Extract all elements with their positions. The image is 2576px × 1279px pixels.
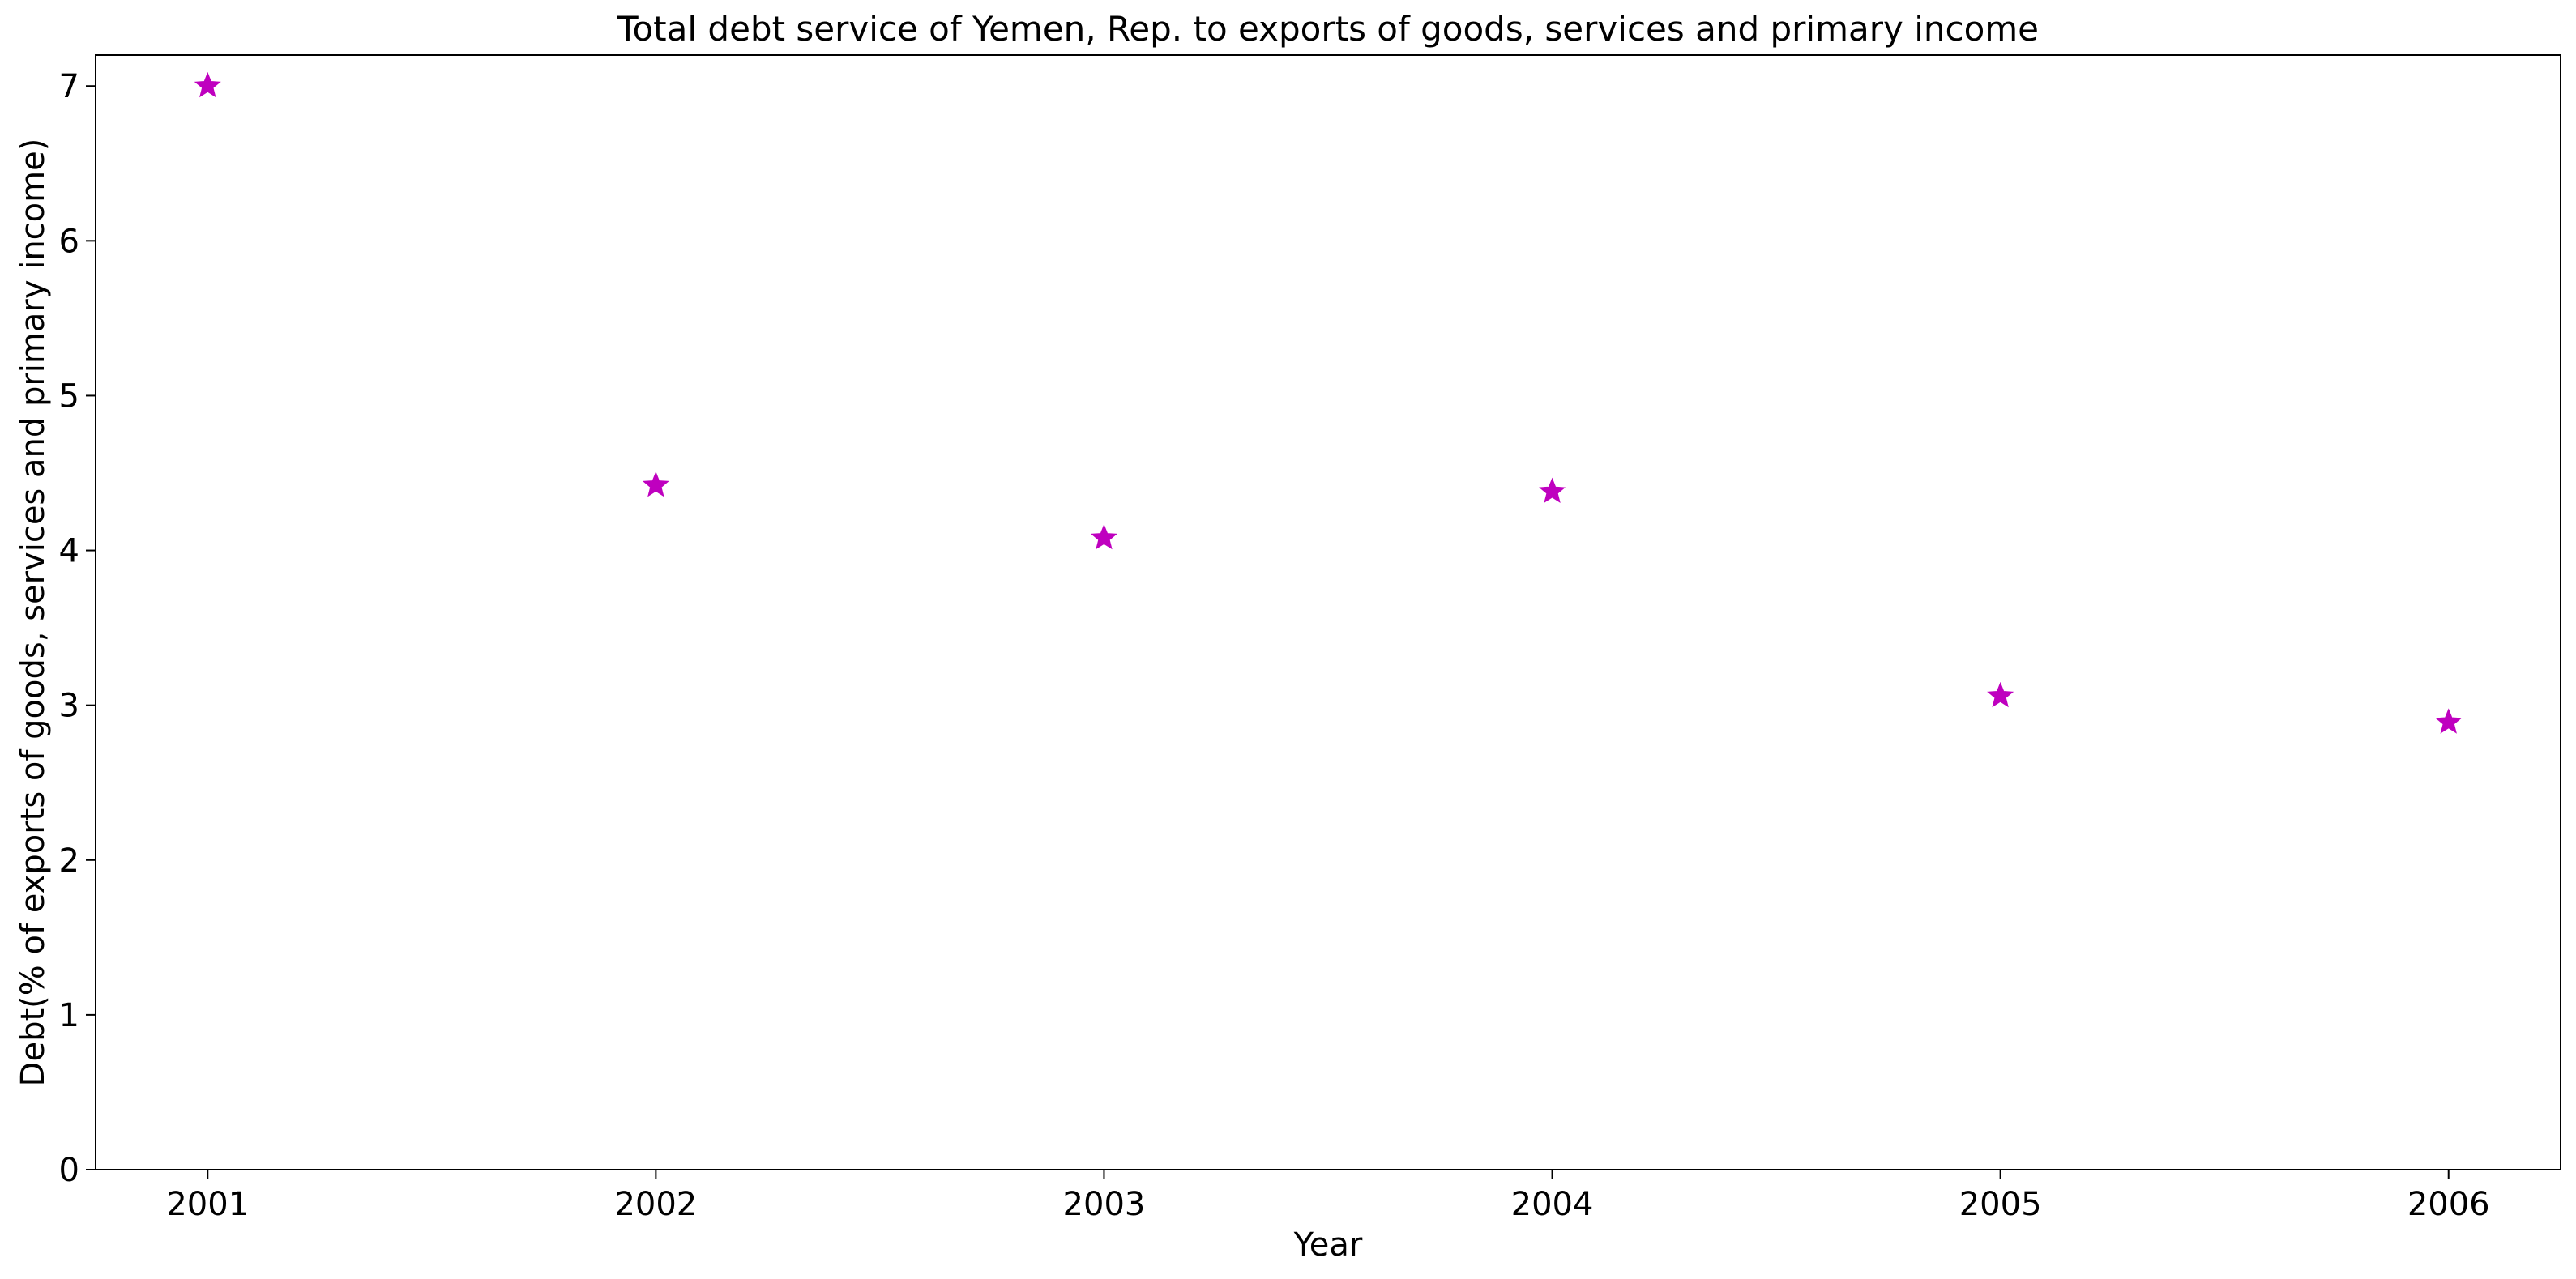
x-tick-label: 2001: [166, 1186, 249, 1223]
x-tick-label: 2006: [2407, 1186, 2490, 1223]
x-tick-label: 2004: [1511, 1186, 1594, 1223]
y-tick-label: 4: [59, 533, 79, 570]
y-tick-label: 2: [59, 842, 79, 880]
y-tick-label: 6: [59, 223, 79, 260]
chart-title: Total debt service of Yemen, Rep. to exp…: [617, 9, 2039, 49]
x-tick-label: 2005: [1959, 1186, 2042, 1223]
y-tick-label: 5: [59, 377, 79, 415]
y-tick-label: 1: [59, 997, 79, 1034]
x-tick-label: 2003: [1063, 1186, 1146, 1223]
y-tick-label: 7: [59, 68, 79, 105]
x-tick-label: 2002: [614, 1186, 697, 1223]
x-axis-label: Year: [1293, 1226, 1363, 1264]
y-tick-label: 0: [59, 1152, 79, 1189]
y-tick-label: 3: [59, 688, 79, 725]
y-axis-label: Debt(% of exports of goods, services and…: [15, 139, 52, 1087]
